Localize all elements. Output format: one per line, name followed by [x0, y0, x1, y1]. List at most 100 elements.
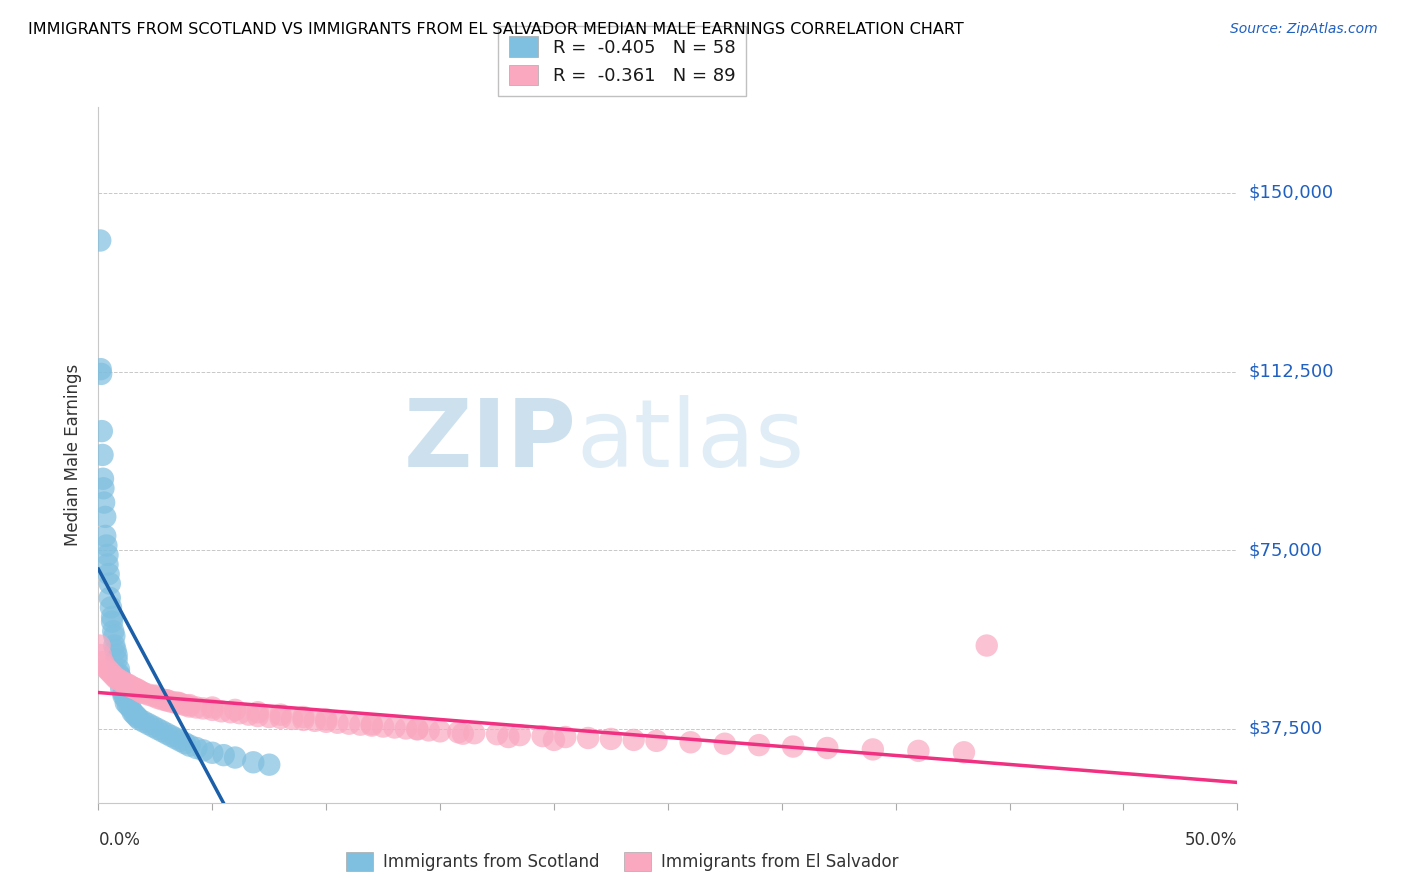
- Point: [96, 539, 118, 553]
- Point: [179, 698, 201, 712]
- Point: [447, 725, 470, 739]
- Point: [108, 669, 131, 683]
- Text: 0.0%: 0.0%: [98, 831, 141, 849]
- Point: [315, 714, 337, 729]
- Point: [120, 700, 142, 714]
- Point: [429, 724, 451, 739]
- Point: [89, 639, 111, 653]
- Point: [120, 679, 142, 693]
- Point: [110, 674, 132, 689]
- Point: [127, 682, 149, 697]
- Point: [238, 707, 260, 722]
- Point: [418, 723, 440, 738]
- Text: Source: ZipAtlas.com: Source: ZipAtlas.com: [1230, 22, 1378, 37]
- Point: [907, 744, 929, 758]
- Point: [193, 743, 215, 757]
- Point: [326, 715, 349, 730]
- Point: [259, 757, 281, 772]
- Point: [259, 710, 281, 724]
- Point: [862, 742, 884, 756]
- Point: [228, 706, 250, 721]
- Text: 50.0%: 50.0%: [1185, 831, 1237, 849]
- Point: [292, 710, 315, 724]
- Point: [121, 681, 143, 695]
- Point: [150, 692, 173, 706]
- Point: [270, 707, 292, 722]
- Point: [103, 669, 125, 683]
- Point: [600, 731, 623, 746]
- Point: [451, 727, 474, 741]
- Point: [96, 662, 118, 676]
- Point: [360, 717, 382, 731]
- Point: [105, 653, 128, 667]
- Point: [406, 722, 429, 736]
- Point: [156, 693, 179, 707]
- Point: [91, 448, 114, 462]
- Point: [105, 648, 128, 662]
- Point: [498, 730, 520, 744]
- Point: [576, 731, 599, 745]
- Point: [101, 615, 124, 629]
- Point: [90, 648, 112, 662]
- Point: [114, 696, 136, 710]
- Text: $150,000: $150,000: [1249, 184, 1333, 202]
- Point: [186, 741, 208, 756]
- Point: [146, 722, 169, 736]
- Point: [105, 672, 128, 686]
- Point: [395, 722, 418, 736]
- Point: [131, 685, 153, 699]
- Point: [242, 756, 264, 770]
- Point: [145, 689, 167, 703]
- Point: [114, 676, 136, 690]
- Point: [337, 716, 360, 731]
- Text: atlas: atlas: [576, 395, 806, 487]
- Point: [128, 713, 150, 727]
- Point: [108, 667, 131, 681]
- Point: [953, 745, 976, 759]
- Point: [201, 703, 224, 717]
- Point: [108, 673, 131, 687]
- Point: [169, 734, 191, 748]
- Point: [97, 567, 120, 582]
- Point: [281, 712, 304, 726]
- Point: [96, 558, 118, 572]
- Point: [156, 727, 179, 741]
- Point: [270, 711, 292, 725]
- Point: [292, 713, 315, 727]
- Legend: Immigrants from Scotland, Immigrants from El Salvador: Immigrants from Scotland, Immigrants fro…: [339, 846, 905, 878]
- Point: [304, 714, 326, 728]
- Point: [110, 681, 132, 696]
- Point: [406, 723, 429, 737]
- Text: $37,500: $37,500: [1249, 720, 1323, 738]
- Point: [315, 713, 337, 727]
- Point: [117, 698, 139, 712]
- Point: [384, 721, 406, 735]
- Point: [193, 701, 215, 715]
- Point: [110, 674, 132, 689]
- Point: [174, 736, 197, 750]
- Point: [132, 714, 155, 729]
- Point: [90, 424, 112, 438]
- Point: [815, 741, 838, 756]
- Point: [108, 662, 131, 676]
- Point: [124, 707, 146, 722]
- Point: [714, 737, 737, 751]
- Point: [104, 643, 127, 657]
- Point: [219, 705, 242, 719]
- Point: [167, 696, 190, 710]
- Point: [186, 700, 208, 714]
- Point: [117, 678, 139, 692]
- Y-axis label: Median Male Earnings: Median Male Earnings: [65, 364, 83, 546]
- Point: [174, 698, 197, 712]
- Point: [128, 683, 150, 698]
- Point: [94, 660, 117, 674]
- Point: [679, 735, 702, 749]
- Point: [201, 746, 224, 760]
- Point: [371, 720, 394, 734]
- Point: [179, 699, 201, 714]
- Point: [114, 690, 136, 705]
- Text: ZIP: ZIP: [404, 395, 576, 487]
- Point: [160, 729, 183, 743]
- Point: [212, 748, 235, 763]
- Point: [103, 629, 125, 643]
